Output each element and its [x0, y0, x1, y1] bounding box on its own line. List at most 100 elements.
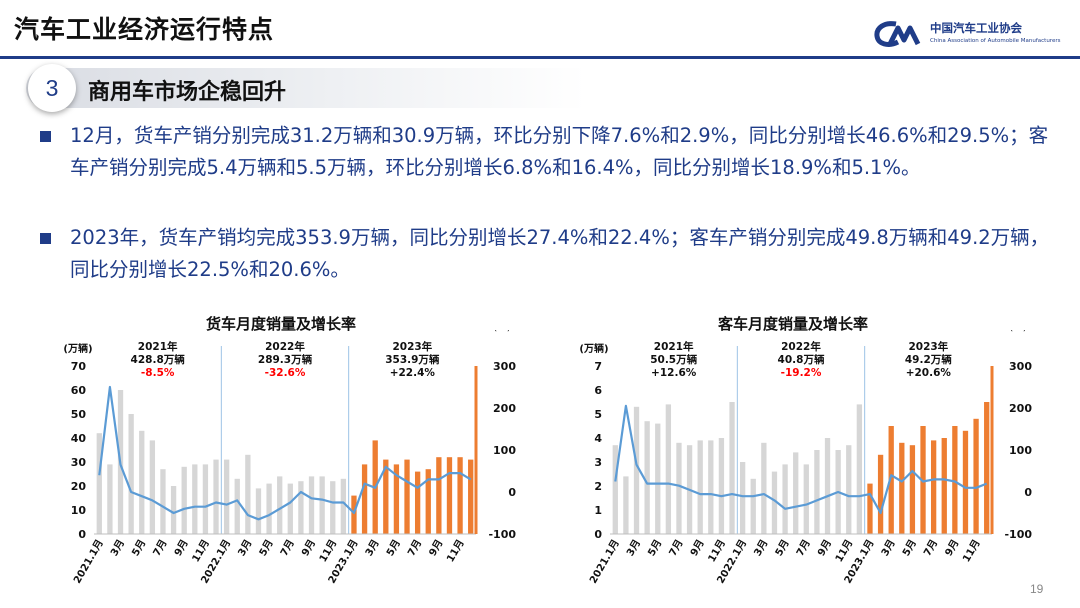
y-tick-label: 60: [71, 384, 87, 397]
y2-tick-label: 300: [1009, 360, 1032, 373]
x-tick-label: 3月: [752, 538, 771, 559]
sales-bar: [633, 406, 640, 534]
x-tick-label: 2021.1月: [587, 538, 622, 586]
growth-rate-line: [98, 385, 472, 521]
y-axis-unit-label: (万辆): [579, 342, 608, 355]
y-tick-label: 10: [71, 504, 87, 517]
logo-text-cn: 中国汽车工业协会: [930, 21, 1022, 35]
y2-tick-label: 300: [493, 360, 516, 373]
sales-bar: [96, 433, 102, 534]
x-tick-label: 3月: [363, 538, 382, 559]
x-tick-label: 9月: [427, 538, 446, 559]
y-tick-label: 20: [71, 480, 87, 493]
y-tick-label: 6: [594, 384, 602, 397]
bullet-square-icon: [40, 131, 51, 142]
section-band: [26, 68, 586, 108]
sales-bar: [181, 466, 187, 534]
annotation-growth: +20.6%: [906, 367, 952, 379]
annotation-total: 428.8万辆: [131, 353, 186, 366]
bullet-text: 2023年，货车产销均完成353.9万辆，同比分别增长27.4%和22.4%；客…: [70, 226, 1050, 281]
x-tick-label: 3月: [108, 538, 127, 559]
growth-rate-line: [614, 404, 988, 515]
sales-bar: [414, 471, 421, 534]
sales-bar: [319, 476, 325, 534]
y-tick-label: 70: [71, 360, 87, 373]
x-tick-label: 11月: [706, 538, 728, 565]
sales-bar: [856, 404, 863, 534]
x-tick-label: 5月: [645, 538, 664, 559]
y-axis-unit-label: (万辆): [63, 342, 92, 355]
sales-bar: [308, 476, 315, 534]
bullet-square-icon: [40, 233, 51, 244]
sales-bar: [139, 430, 145, 534]
sales-bar: [213, 459, 219, 534]
x-tick-label: 3月: [624, 538, 643, 559]
sales-bar: [612, 445, 618, 534]
sales-bar: [888, 426, 894, 534]
sales-bar: [771, 471, 778, 534]
y2-axis-unit-label: (%): [493, 330, 510, 333]
caam-logo: 中国汽车工业协会 China Association of Automobile…: [874, 18, 1074, 50]
y2-tick-label: 200: [493, 402, 516, 415]
caam-logo-mark: [874, 21, 921, 47]
x-tick-label: 5月: [384, 538, 403, 559]
x-tick-label: 5月: [129, 538, 148, 559]
sales-bar: [846, 445, 852, 534]
bus-chart-title: 客车月度销量及增长率: [718, 315, 869, 333]
y-tick-label: 4: [594, 432, 602, 445]
sales-bar: [223, 459, 230, 534]
sales-bar: [255, 488, 262, 534]
sales-bar: [170, 486, 177, 534]
x-tick-label: 11月: [833, 538, 855, 565]
truck-sales-chart: (万辆) (%) 0 10 20 30 40 50 60 70 -100 0 100 200 300 2021…: [63, 330, 516, 586]
x-tick-label: 9月: [172, 538, 191, 559]
y2-axis-unit-label: (%): [1009, 330, 1026, 333]
slide-header: 汽车工业经济运行特点 中国汽车工业协会 China Association of…: [0, 0, 1080, 59]
annotation-total: 50.5万辆: [650, 353, 697, 366]
sales-bar: [361, 464, 368, 534]
y-tick-label: 5: [594, 408, 602, 421]
annotation-year: 2021年: [654, 340, 694, 353]
y-tick-label: 2: [594, 480, 602, 493]
x-tick-label: 7月: [794, 538, 813, 559]
sales-bar: [877, 454, 884, 534]
sales-bar: [782, 464, 788, 534]
x-tick-label: 3月: [879, 538, 898, 559]
bus-sales-chart: (万辆)(%)01234567-10001002003002021.1月3月5月…: [579, 330, 1032, 586]
sales-bar: [192, 464, 198, 534]
sales-bar: [330, 481, 336, 534]
x-tick-label: 11月: [190, 538, 212, 565]
sales-bar: [623, 476, 629, 534]
slide-title: 汽车工业经济运行特点: [14, 15, 275, 44]
sales-bar: [676, 442, 682, 534]
sales-bar: [930, 440, 937, 534]
x-tick-label: 5月: [773, 538, 792, 559]
y-tick-label: 7: [594, 360, 602, 373]
y-tick-label: 30: [71, 456, 87, 469]
sales-bar: [457, 457, 463, 534]
y-tick-label: 1: [594, 504, 602, 517]
bullet-text: 12月，货车产销分别完成31.2万辆和30.9万辆，环比分别下降7.6%和2.9…: [70, 124, 1049, 179]
sales-bar: [202, 464, 209, 534]
sales-bar: [287, 483, 293, 534]
annotation-growth: -8.5%: [141, 367, 175, 379]
sales-bar: [128, 414, 134, 534]
x-tick-label: 7月: [921, 538, 940, 559]
y2-tick-label: 200: [1009, 402, 1032, 415]
sales-bar: [718, 438, 725, 534]
annotation-growth: -32.6%: [265, 367, 306, 379]
annotation-year: 2022年: [265, 340, 305, 353]
sales-bar: [234, 478, 240, 534]
sales-bar: [984, 402, 990, 534]
sales-bar: [149, 440, 156, 534]
sales-bar: [952, 426, 958, 534]
truck-chart-title: 货车月度销量及增长率: [206, 315, 357, 333]
bullet-item: 12月，货车产销分别完成31.2万辆和30.9万辆，环比分别下降7.6%和2.9…: [40, 120, 1055, 184]
x-tick-label: 7月: [667, 538, 686, 559]
annotation-year: 2023年: [392, 340, 432, 353]
sales-bar: [655, 423, 661, 534]
sales-bar: [383, 459, 389, 534]
section-title: 商用车市场企稳回升: [88, 80, 287, 105]
x-tick-label: 11月: [444, 538, 466, 565]
y2-tick-label: 100: [1009, 444, 1032, 457]
